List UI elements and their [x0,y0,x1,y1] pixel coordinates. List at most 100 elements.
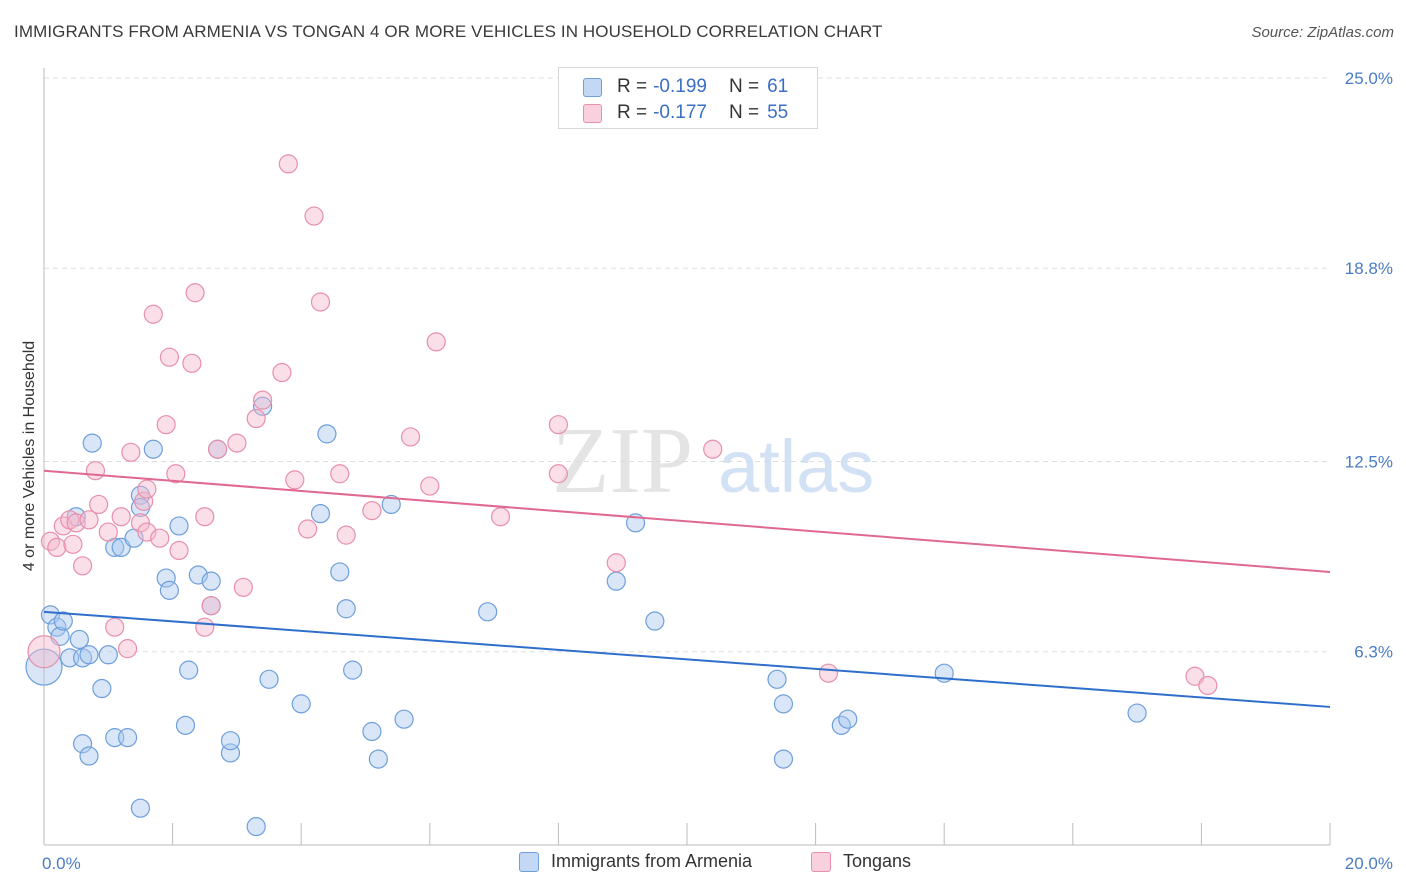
point-tongans [117,639,138,659]
point-tongans [227,433,247,453]
point-armenia [343,660,363,680]
tick-labels: 6.3% 12.5% 18.8% 25.0% 0.0% 20.0% [42,69,1393,873]
point-armenia [130,798,151,818]
point-armenia [117,728,138,748]
point-tongans [703,439,723,459]
point-armenia [478,602,498,622]
point-armenia [317,424,337,444]
legend-row-tongans: R = -0.177 N = 55 [583,101,788,125]
point-armenia [362,721,382,742]
point-tongans [400,427,421,447]
point-tongans [298,519,318,539]
point-armenia [156,568,176,588]
point-armenia [606,571,626,591]
y-axis-label: 4 or more Vehicles in Household [21,341,38,571]
legend-r-label: R = [617,76,648,97]
legend-r-value: -0.177 [653,102,707,123]
point-armenia [330,562,350,582]
series-swatch-blue [519,851,539,872]
point-armenia [53,611,73,631]
series-legend-armenia[interactable]: Immigrants from Armenia [519,851,752,872]
point-tongans [111,507,131,527]
series-legend-tongans[interactable]: Tongans [811,851,911,872]
legend-n-label: N = [728,102,760,123]
point-tongans [201,596,221,616]
point-armenia [253,396,273,416]
legend-row-armenia: R = -0.199 N = 61 [583,75,788,99]
y-tick-label: 6.3% [1354,643,1393,662]
point-tongans [606,553,626,573]
legend-r-value: -0.199 [653,76,707,97]
point-tongans [63,534,83,554]
point-armenia [1127,703,1147,723]
point-tongans [156,415,176,435]
watermark-zip: ZIP [552,409,693,513]
point-armenia [767,669,787,689]
point-tongans [105,617,125,637]
point-tongans [246,408,266,429]
point-armenia [838,709,858,729]
point-tongans [426,332,446,352]
point-tongans [137,479,157,499]
point-tongans [150,528,170,548]
legend-r-label: R = [617,102,648,123]
series-label-tongans: Tongans [843,851,912,871]
point-tongans [98,522,118,542]
point-tongans [278,154,298,174]
series-swatch-pink [811,851,831,872]
point-armenia [69,629,89,650]
point-armenia [179,660,199,680]
trend-line-tongans [43,469,1331,573]
point-armenia [246,816,266,837]
axes [43,68,1331,846]
point-armenia [773,694,794,714]
point-tongans [134,491,154,511]
y-tick-label: 25.0% [1345,69,1393,88]
correlation-legend: R = -0.199 N = 61 R = -0.177 N = 55 [558,67,818,129]
point-tongans [85,461,106,481]
point-tongans [420,476,440,496]
x-tick-label: 20.0% [1345,854,1393,873]
trend-layer [43,469,1331,708]
point-tongans [166,464,186,484]
point-tongans [182,353,202,373]
trend-line-armenia [43,610,1331,708]
point-armenia [25,648,63,686]
point-tongans [208,439,228,459]
chart-source: Source: ZipAtlas.com [1251,24,1394,41]
point-tongans [185,283,205,303]
point-tongans [304,206,324,226]
point-tongans [285,470,305,490]
point-tongans [195,507,215,527]
point-tongans [1198,675,1218,696]
points-layer [25,154,1218,837]
point-armenia [169,516,189,536]
point-armenia [220,731,241,751]
point-tongans [253,390,273,410]
point-tongans [121,442,141,462]
series-legend: Immigrants from Armenia Tongans [0,851,1406,877]
legend-n-label: N = [728,76,760,97]
point-tongans [195,617,215,637]
point-armenia [310,504,331,524]
point-tongans [143,304,163,324]
gridlines [44,77,1330,653]
point-tongans [548,464,569,484]
point-armenia [381,494,401,515]
point-armenia [159,580,179,600]
point-tongans [27,635,61,669]
legend-swatch-pink [583,103,602,123]
point-armenia [175,715,196,735]
point-tongans [548,415,569,435]
point-armenia [368,749,388,769]
legend-n-value: 55 [767,102,789,123]
point-armenia [336,599,356,619]
point-tongans [89,494,109,515]
point-tongans [818,663,839,683]
point-tongans [159,347,179,367]
point-armenia [201,571,221,591]
point-tongans [490,507,511,527]
legend-swatch-blue [583,77,602,97]
point-tongans [47,537,67,558]
